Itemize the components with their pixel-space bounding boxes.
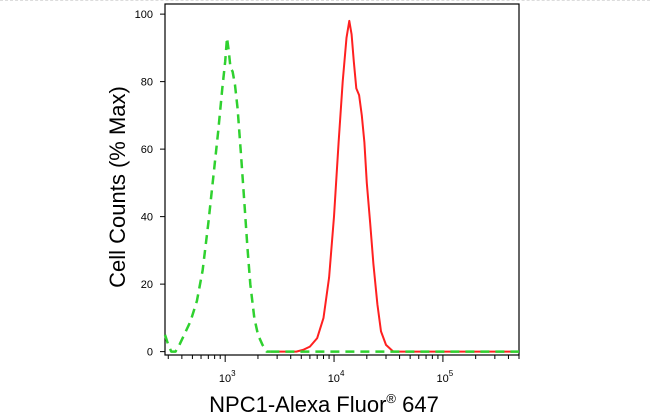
y-tick-label: 100 bbox=[135, 9, 153, 21]
y-tick-label: 60 bbox=[141, 144, 153, 156]
y-axis: 0 20 40 60 80 100 bbox=[135, 9, 165, 359]
y-tick-label: 0 bbox=[147, 347, 153, 359]
plot-frame bbox=[164, 3, 520, 356]
top-divider bbox=[0, 0, 650, 1]
series-line-dashed bbox=[163, 36, 271, 353]
y-tick-label: 20 bbox=[141, 279, 153, 291]
y-tick-label: 80 bbox=[141, 77, 153, 89]
x-tick-label: 103 bbox=[219, 369, 236, 385]
x-tick-label: 104 bbox=[328, 369, 345, 385]
x-tick-label: 105 bbox=[437, 369, 454, 385]
x-axis-label-main: NPC1-Alexa Fluor bbox=[209, 392, 386, 417]
y-axis-label: Cell Counts (% Max) bbox=[105, 86, 130, 288]
y-tick-label: 40 bbox=[141, 212, 153, 224]
plot-area bbox=[163, 3, 520, 356]
x-axis: 103 104 105 bbox=[167, 355, 520, 385]
x-axis-label-suffix: 647 bbox=[396, 392, 439, 417]
series-line-solid bbox=[270, 19, 519, 353]
x-axis-label-registered-mark: ® bbox=[386, 391, 396, 406]
x-axis-label: NPC1-Alexa Fluor® 647 bbox=[209, 391, 439, 417]
